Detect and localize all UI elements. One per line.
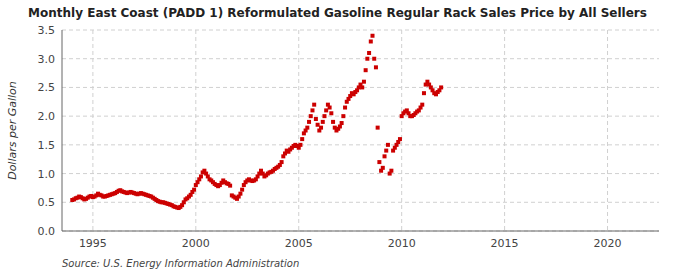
point [328, 106, 332, 110]
point [372, 57, 376, 61]
y-grid-line [62, 116, 659, 117]
y-tick-label: 1.0 [38, 168, 56, 181]
x-tick-label: 2020 [594, 237, 622, 250]
point [298, 143, 302, 147]
y-grid-line [62, 144, 659, 145]
point [343, 106, 347, 110]
point [362, 80, 366, 84]
y-tick-label: 0.5 [38, 196, 56, 209]
point [331, 120, 335, 124]
points [70, 34, 443, 210]
x-grid-line [195, 30, 196, 231]
point [324, 108, 328, 112]
x-axis-line [62, 231, 659, 232]
point [384, 149, 388, 153]
point [420, 103, 424, 107]
y-tick-label: 1.5 [38, 139, 56, 152]
y-tick-label: 2.5 [38, 81, 56, 94]
point [310, 108, 314, 112]
point [316, 123, 320, 127]
x-grid-line [504, 30, 505, 231]
point [340, 121, 344, 125]
title: Monthly East Coast (PADD 1) Reformulated… [28, 6, 647, 20]
point [321, 120, 325, 124]
y-tick-label: 0.0 [38, 225, 56, 238]
point [307, 120, 311, 124]
point [377, 160, 381, 164]
point [322, 114, 326, 118]
point [305, 126, 309, 130]
y-axis-label: Dollars per Gallon [6, 81, 19, 180]
point [338, 124, 342, 128]
point [386, 143, 390, 147]
x-tick-label: 2000 [182, 237, 210, 250]
y-grid-line [62, 231, 659, 232]
point [192, 188, 196, 192]
point [312, 103, 316, 107]
point [199, 174, 203, 178]
axes: 0.0 0.5 1.0 1.5 2.0 2.5 3.0 3.5 1995 2000 2005 2010… [38, 24, 660, 250]
point [228, 184, 232, 188]
chart: Monthly East Coast (PADD 1) Reformulated… [0, 0, 675, 275]
point [439, 85, 443, 89]
y-grid-line [62, 173, 659, 174]
y-tick-label: 3.0 [38, 53, 56, 66]
point [371, 34, 375, 38]
y-tick-label: 3.5 [38, 24, 56, 37]
x-grid-line [607, 30, 608, 231]
point [238, 192, 242, 196]
point [314, 117, 318, 121]
point [365, 57, 369, 61]
point [364, 68, 368, 72]
point [240, 188, 244, 192]
x-grid-line [298, 30, 299, 231]
point [369, 39, 373, 43]
y-axis-line [62, 30, 63, 231]
point [300, 137, 304, 141]
y-tick-label: 2.0 [38, 110, 56, 123]
point [422, 91, 426, 95]
x-tick-label: 2005 [285, 237, 313, 250]
point [280, 160, 284, 164]
point [360, 85, 364, 89]
point [367, 51, 371, 55]
x-grid-line [401, 30, 402, 231]
point [398, 137, 402, 141]
y-grid-line [62, 30, 659, 31]
y-grid-line [62, 202, 659, 203]
point [341, 114, 345, 118]
point [374, 65, 378, 69]
grid [62, 30, 659, 231]
y-grid-line [62, 58, 659, 59]
point [309, 114, 313, 118]
point [383, 154, 387, 158]
annotation: Source: U.S. Energy Information Administ… [62, 258, 299, 269]
point [389, 169, 393, 173]
x-tick-label: 2010 [388, 237, 416, 250]
x-tick-label: 2015 [491, 237, 519, 250]
point [319, 126, 323, 130]
point [381, 166, 385, 170]
point [376, 126, 380, 130]
x-tick-label: 1995 [79, 237, 107, 250]
point [329, 111, 333, 115]
x-grid-line [92, 30, 93, 231]
